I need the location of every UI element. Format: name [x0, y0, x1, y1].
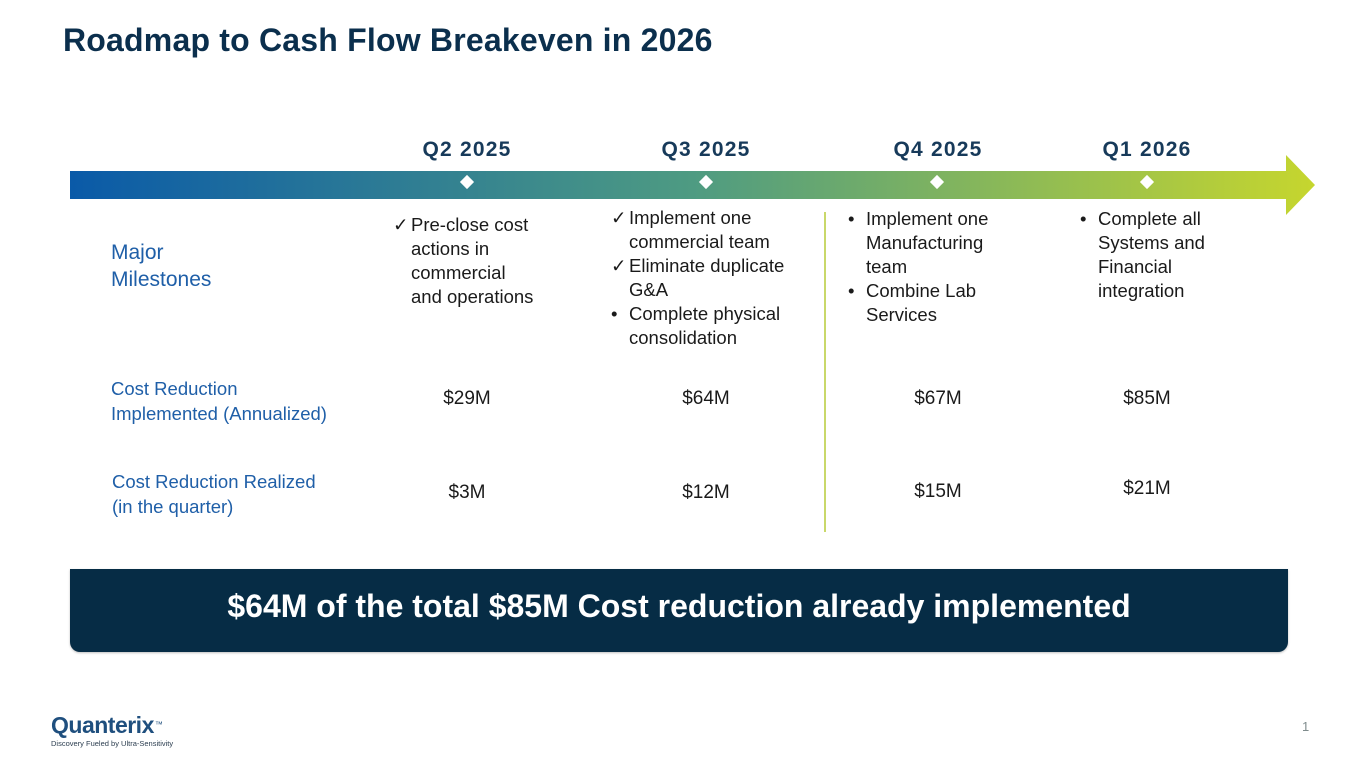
milestone-list-q1: • Complete all Systems and Financial int… — [1080, 207, 1205, 303]
milestone-item: ✓ Eliminate duplicate G&A — [611, 254, 784, 302]
logo-wordmark: Quanterix™ — [51, 713, 173, 737]
realized-value-q4: $15M — [914, 481, 962, 502]
milestone-text: Financial — [1098, 256, 1173, 277]
milestone-text: Combine Lab — [866, 280, 977, 301]
milestone-text: Systems and — [1098, 232, 1205, 253]
row-label-cost-realized: Cost Reduction Realized (in the quarter) — [112, 469, 316, 519]
bullet-icon: • — [1080, 208, 1087, 229]
quarter-label-q3-2025: Q3 2025 — [661, 138, 751, 161]
implemented-value-q2: $29M — [443, 388, 491, 409]
timeline-arrow — [70, 155, 1315, 215]
realized-value-q3: $12M — [682, 482, 730, 503]
quarter-label-q4-2025: Q4 2025 — [893, 138, 983, 161]
row-label-line: Implemented (Annualized) — [111, 403, 327, 424]
bullet-icon: • — [848, 208, 855, 229]
row-label-line: Major — [111, 241, 164, 264]
milestone-text: Complete physical — [629, 303, 781, 324]
check-icon: ✓ — [611, 255, 627, 276]
milestone-text: actions in — [411, 238, 490, 259]
quarter-label-q1-2026: Q1 2026 — [1102, 138, 1192, 161]
row-label-line: Cost Reduction — [111, 378, 238, 399]
row-label-cost-implemented: Cost Reduction Implemented (Annualized) — [111, 376, 327, 426]
milestone-text: G&A — [629, 279, 669, 300]
milestone-item: • Complete all Systems and Financial int… — [1080, 207, 1205, 303]
bullet-icon: • — [611, 303, 618, 324]
bullet-icon: • — [848, 280, 855, 301]
summary-banner-text: $64M of the total $85M Cost reduction al… — [227, 588, 1131, 624]
milestone-text: and operations — [411, 286, 534, 307]
milestone-item: • Combine Lab Services — [848, 279, 988, 327]
company-logo: Quanterix™ Discovery Fueled by Ultra-Sen… — [51, 713, 173, 748]
summary-banner: $64M of the total $85M Cost reduction al… — [70, 569, 1288, 652]
milestone-item: • Complete physical consolidation — [611, 302, 784, 350]
milestone-text: commercial team — [629, 231, 770, 252]
milestone-item: ✓ Pre-close cost actions in commercial a… — [393, 213, 533, 309]
page-title: Roadmap to Cash Flow Breakeven in 2026 — [63, 22, 713, 58]
milestone-item: ✓ Implement one commercial team — [611, 206, 784, 254]
row-label-major-milestones: Major Milestones — [111, 239, 211, 293]
milestone-list-q2: ✓ Pre-close cost actions in commercial a… — [393, 213, 533, 309]
milestone-text: Eliminate duplicate — [629, 255, 785, 276]
milestone-text: Manufacturing — [866, 232, 984, 253]
implemented-value-q4: $67M — [914, 388, 962, 409]
milestone-text: Implement one — [629, 207, 752, 228]
milestone-list-q4: • Implement one Manufacturing team • Com… — [848, 207, 988, 327]
realized-value-q2: $3M — [448, 482, 486, 503]
milestone-text: consolidation — [629, 327, 737, 348]
milestone-text: Pre-close cost — [411, 214, 529, 235]
milestone-text: Services — [866, 304, 937, 325]
trademark-mark: ™ — [154, 720, 163, 729]
logo-name-text: Quanterix — [51, 712, 154, 738]
milestone-text: commercial — [411, 262, 506, 283]
row-label-line: Cost Reduction Realized — [112, 471, 316, 492]
milestone-list-q3: ✓ Implement one commercial team ✓ Elimin… — [611, 206, 784, 350]
milestone-text: Complete all — [1098, 208, 1201, 229]
realized-value-q1: $21M — [1123, 478, 1171, 499]
row-label-line: (in the quarter) — [112, 496, 234, 517]
check-icon: ✓ — [393, 214, 409, 235]
milestone-text: integration — [1098, 280, 1185, 301]
milestone-text: Implement one — [866, 208, 989, 229]
divider-line — [824, 212, 826, 532]
quarter-label-q2-2025: Q2 2025 — [422, 138, 512, 161]
check-icon: ✓ — [611, 207, 627, 228]
implemented-value-q3: $64M — [682, 388, 730, 409]
page-number: 1 — [1302, 719, 1310, 734]
milestone-text: team — [866, 256, 908, 277]
implemented-value-q1: $85M — [1123, 388, 1171, 409]
logo-tagline: Discovery Fueled by Ultra-Sensitivity — [51, 739, 174, 748]
milestone-item: • Implement one Manufacturing team — [848, 207, 988, 279]
row-label-line: Milestones — [111, 268, 212, 291]
